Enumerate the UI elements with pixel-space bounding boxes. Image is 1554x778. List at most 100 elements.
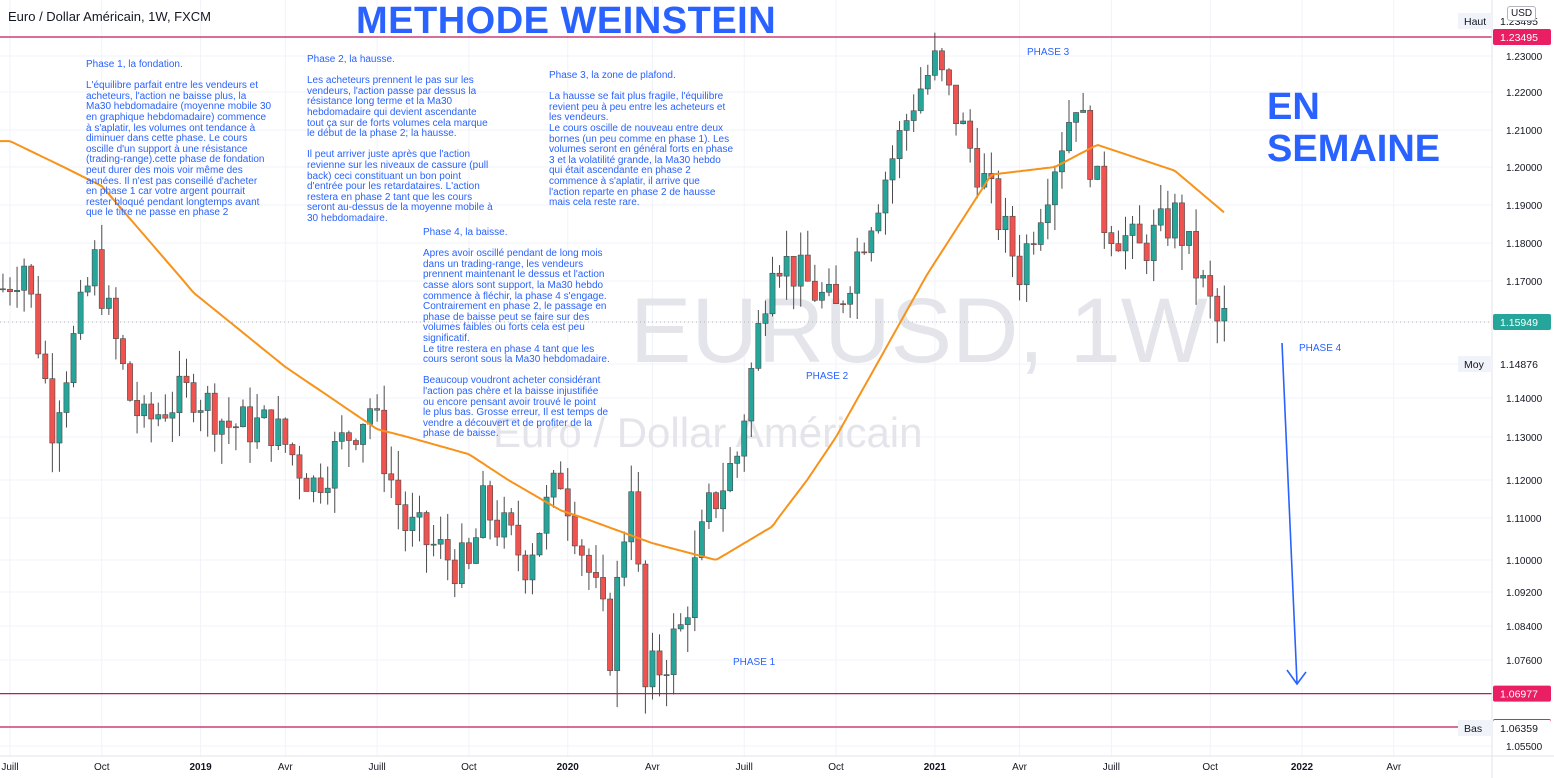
candle-body (578, 545, 585, 556)
candle-body (423, 512, 430, 546)
candle (593, 545, 599, 589)
candle-body (593, 572, 599, 578)
price-badge-value: 1.14876 (1500, 359, 1538, 371)
candle-body (847, 292, 854, 305)
candle-body (296, 454, 303, 479)
candle-body (960, 120, 966, 125)
candle-body (628, 491, 635, 543)
candle (56, 400, 63, 472)
x-tick-label: Oct (461, 762, 477, 773)
candle (811, 264, 818, 303)
candle-body (748, 368, 755, 422)
candle-body (7, 288, 13, 292)
candle (275, 395, 282, 451)
candle (953, 84, 959, 136)
candle (63, 371, 70, 428)
candle (162, 394, 169, 422)
y-tick-label: 1.22000 (1506, 88, 1543, 99)
candle-body (148, 403, 155, 420)
candle-body (635, 491, 642, 565)
candle-body (889, 158, 896, 181)
candle (1101, 151, 1108, 249)
candle-body (360, 423, 366, 445)
candle (409, 492, 416, 547)
candle-body (797, 254, 804, 287)
candle-body (1150, 224, 1157, 261)
candle (430, 524, 437, 557)
candle-body (713, 492, 719, 510)
candle (720, 462, 726, 532)
candle-body (225, 420, 232, 428)
candle (967, 109, 974, 163)
price-axis-bg (1492, 0, 1554, 778)
candle (190, 373, 197, 423)
candle (98, 224, 105, 315)
candle (416, 495, 423, 542)
candle-body (190, 382, 197, 413)
candle-body (183, 375, 190, 383)
candle-body (868, 230, 875, 254)
candle-body (607, 598, 613, 671)
candle-body (953, 84, 959, 125)
candle-body (564, 488, 571, 517)
candle (1030, 231, 1037, 255)
candle-body (543, 496, 550, 534)
candle-body (1186, 231, 1192, 246)
candle (1136, 205, 1143, 244)
currency-button[interactable]: USD (1507, 6, 1537, 21)
price-badge-value: 1.23495 (1500, 32, 1538, 44)
candle-body (338, 432, 345, 442)
candle (826, 268, 832, 297)
candle (550, 469, 557, 508)
candle (437, 516, 444, 559)
candle-body (903, 120, 910, 131)
candle-body (28, 265, 35, 295)
candle-body (663, 674, 670, 676)
candle (663, 659, 670, 707)
x-tick-label: Juill (369, 762, 386, 773)
price-badge-label: Moy (1464, 359, 1485, 371)
horizontal-levels[interactable] (0, 36, 1492, 728)
candle-body (811, 280, 818, 301)
price-badge-value: 1.15949 (1500, 317, 1538, 329)
candle-body (1207, 275, 1214, 297)
candle (1044, 178, 1051, 240)
candle (960, 112, 966, 125)
candle (783, 230, 790, 300)
candle (169, 391, 176, 443)
candle (1164, 190, 1171, 246)
candle (706, 483, 712, 529)
candle (1094, 165, 1101, 181)
candle (515, 500, 522, 572)
candle (134, 381, 140, 434)
candle (1214, 288, 1221, 344)
candle-body (621, 541, 628, 578)
candle-body (1115, 243, 1122, 252)
y-tick-label: 1.21000 (1506, 126, 1543, 137)
candle-body (176, 375, 183, 413)
candle-body (804, 254, 811, 282)
candle (1009, 206, 1016, 278)
candle (995, 170, 1002, 240)
candle-body (896, 130, 903, 159)
candle-body (21, 265, 28, 291)
candle (607, 592, 613, 676)
candle (1059, 132, 1065, 189)
candle-body (162, 414, 169, 419)
candle (254, 394, 260, 449)
candle-body (931, 50, 938, 76)
candle-body (204, 392, 211, 411)
candle (628, 465, 635, 561)
candle-body (113, 297, 119, 339)
candle-body (698, 521, 705, 559)
candle-body (437, 539, 444, 545)
x-tick-label: Avr (1012, 762, 1027, 773)
symbol-title[interactable]: Euro / Dollar Américain, 1W, FXCM (8, 9, 211, 24)
candle (91, 240, 98, 296)
price-badge-bg (1493, 29, 1551, 45)
candle (600, 554, 606, 612)
candle-body (77, 291, 84, 334)
candle-body (790, 256, 797, 287)
